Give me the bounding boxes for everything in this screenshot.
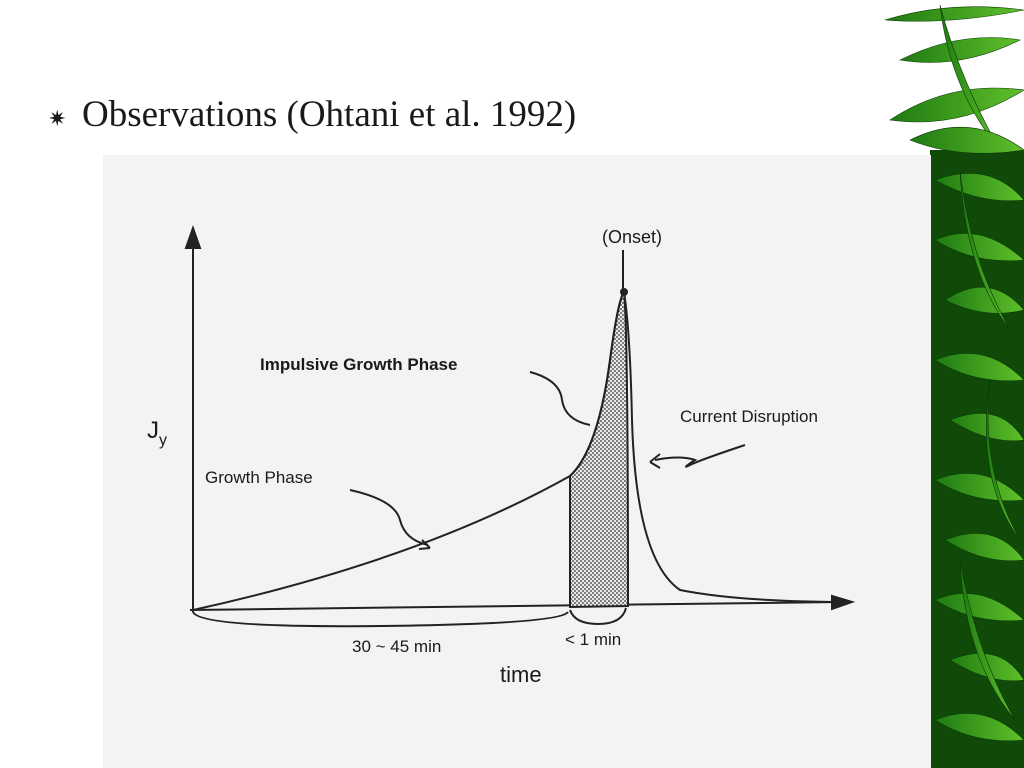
- impulsive-duration: < 1 min: [565, 630, 621, 649]
- x-axis: [189, 601, 841, 611]
- growth-label: Growth Phase: [205, 468, 313, 487]
- growth-brace: [192, 611, 569, 628]
- disruption-label: Current Disruption: [680, 407, 818, 426]
- growth-arrowhead: [418, 539, 431, 550]
- impulsive-pointer: [529, 371, 591, 426]
- onset-dot: [620, 288, 628, 296]
- bamboo-decoration: [880, 0, 1024, 768]
- disruption-pointer: [654, 444, 746, 468]
- y-axis-label: Jy: [147, 417, 167, 449]
- growth-pointer: [349, 489, 429, 546]
- figure-labels: (Onset) Impulsive Growth Phase Current D…: [147, 227, 818, 687]
- y-arrow: [184, 224, 202, 249]
- onset-label: (Onset): [602, 227, 662, 247]
- disruption-arrowhead: [649, 453, 661, 469]
- figure: [184, 224, 856, 628]
- figure-panel: [103, 155, 931, 768]
- impulsive-brace: [569, 607, 627, 626]
- bullet-marker: ✷: [48, 106, 66, 131]
- growth-duration: 30 ~ 45 min: [352, 637, 441, 656]
- impulsive-label: Impulsive Growth Phase: [260, 355, 457, 374]
- bullet-text: Observations (Ohtani et al. 1992): [82, 94, 576, 135]
- x-axis-label: time: [500, 662, 542, 687]
